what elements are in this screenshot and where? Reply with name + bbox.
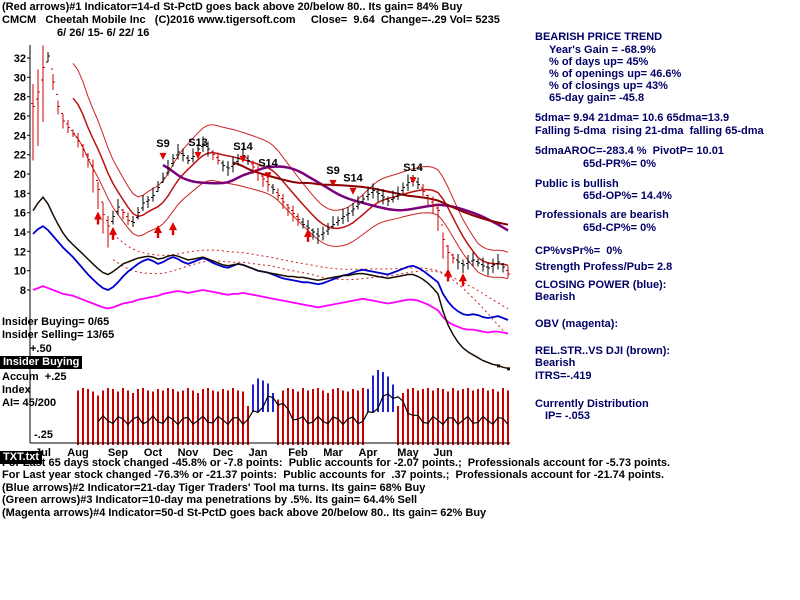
stat-line: 5dmaAROC=-283.4 % PivotP= 10.01 [535, 145, 724, 157]
svg-text:22: 22 [14, 150, 26, 162]
svg-text:Jan: Jan [249, 447, 268, 459]
stat-line: % of closings up= 43% [549, 80, 668, 92]
footer-line: For Last 65 days stock changed -45.8% or… [2, 457, 671, 469]
date-range: 6/ 26/ 15- 6/ 22/ 16 [57, 27, 150, 39]
svg-text:8: 8 [20, 285, 26, 297]
rel-strength-line [32, 195, 510, 371]
svg-text:Nov: Nov [178, 447, 200, 459]
insider-buying-count: Insider Buying= 0/65 [2, 316, 110, 328]
stat-line: CP%vsPr%= 0% [535, 245, 623, 257]
svg-text:12: 12 [14, 246, 26, 258]
indicator1-header: (Red arrows)#1 Indicator=14-d St-PctD go… [2, 1, 463, 13]
buy-arrow-icon [444, 268, 452, 282]
accum-histogram [77, 370, 509, 445]
ai-line [97, 393, 509, 426]
ticker-header: CMCM Cheetah Mobile Inc (C)2016 www.tige… [2, 14, 500, 26]
index-label: Index [2, 384, 31, 396]
sell-signal-label: S14 [343, 173, 363, 185]
stat-line: Falling 5-dma rising 21-dma falling 65-d… [535, 125, 764, 137]
sell-arrow-icon [264, 172, 272, 180]
buy-arrow-icon [459, 273, 467, 287]
svg-text:30: 30 [14, 72, 26, 84]
stat-line: 65d-OP%= 14.4% [583, 190, 672, 202]
insider-buying-label: Insider Buying [0, 356, 83, 369]
svg-text:Sep: Sep [108, 447, 128, 459]
footer-line: For Last year stock changed -76.3% or -2… [2, 469, 664, 482]
stat-line: % of days up= 45% [549, 56, 649, 68]
sell-signal-label: S9 [156, 138, 169, 150]
axes [29, 45, 510, 444]
insider-selling-count: Insider Selling= 13/65 [2, 329, 115, 341]
buy-arrow-icon [94, 211, 102, 225]
sell-signals: S9 S13 S14 S14 S9 S14 S14 [156, 137, 424, 195]
stat-line: ITRS=-.419 [535, 370, 592, 382]
sell-signal-label: S14 [403, 162, 423, 174]
stat-line: Bearish [535, 291, 576, 303]
sell-signal-label: S14 [258, 157, 278, 169]
stat-line: 5dma= 9.94 21dma= 10.6 65dma=13.9 [535, 112, 730, 124]
buy-arrow-icon [154, 225, 162, 238]
sell-arrow-icon [329, 180, 337, 187]
sell-signal-label: S14 [233, 141, 253, 153]
svg-text:Oct: Oct [144, 447, 163, 459]
svg-text:24: 24 [14, 130, 27, 142]
sell-arrow-icon [349, 187, 357, 195]
svg-text:10: 10 [14, 266, 26, 278]
stat-line: IP= -.053 [545, 410, 590, 422]
accum-plus-25: Accum +.25 [2, 371, 67, 383]
stat-line: 65d-PR%= 0% [583, 158, 657, 170]
stat-line: Bearish [535, 357, 576, 369]
svg-text:32: 32 [14, 53, 26, 65]
buy-arrow-icon [304, 228, 312, 242]
stat-line: 65d-CP%= 0% [583, 222, 657, 234]
obv-line [32, 285, 509, 335]
svg-text:28: 28 [14, 92, 26, 104]
price-bars [31, 45, 510, 278]
scale-minus-25: -.25 [34, 429, 53, 441]
ai-ratio: AI= 45/200 [2, 397, 57, 409]
svg-text:Aug: Aug [67, 447, 88, 459]
stat-line: Year's Gain = -68.9% [549, 44, 656, 56]
stat-line: BEARISH PRICE TREND [535, 31, 663, 43]
sell-arrow-icon [409, 177, 417, 185]
svg-text:26: 26 [14, 111, 26, 123]
sell-arrow-icon [194, 152, 202, 159]
sell-signal-label: S9 [326, 165, 339, 177]
svg-text:Dec: Dec [213, 447, 233, 459]
stat-line: % of openings up= 46.6% [549, 68, 682, 80]
svg-text:Jun: Jun [433, 447, 453, 459]
scale-plus-50: +.50 [30, 343, 52, 355]
sell-signal-label: S13 [188, 137, 208, 149]
txt-file-badge: TXT.txt [0, 451, 43, 464]
buy-arrows [94, 211, 467, 287]
footer-line: (Magenta arrows)#4 Indicator=50-d St-Pct… [2, 506, 487, 519]
footer-line: (Green arrows)#3 Indicator=10-day ma pen… [2, 494, 418, 507]
stat-line: Professionals are bearish [535, 209, 669, 221]
buy-arrow-icon [109, 226, 117, 240]
stat-line: REL.STR..VS DJI (brown): [535, 345, 671, 357]
stat-line: 65-day gain= -45.8 [549, 92, 645, 104]
stat-line: CLOSING POWER (blue): [535, 279, 667, 291]
stat-line: Strength Profess/Pub= 2.8 [535, 261, 673, 273]
buy-arrow-icon [169, 222, 177, 236]
sell-arrow-icon [159, 152, 167, 160]
x-axis-month-labels: Jul Aug Sep Oct Nov Dec Jan Feb Mar Apr May Jun [35, 447, 453, 459]
stat-line: Public is bullish [535, 178, 619, 190]
svg-text:Apr: Apr [359, 447, 379, 459]
indicator-band-lines [72, 63, 509, 337]
svg-text:May: May [397, 447, 419, 459]
footer-line: (Blue arrows)#2 Indicator=21-day Tiger T… [2, 481, 426, 494]
svg-text:Feb: Feb [288, 447, 308, 459]
svg-text:14: 14 [14, 227, 27, 239]
y-axis-labels: 32 30 28 26 24 22 20 18 16 14 12 10 8 [14, 53, 30, 297]
stat-line: OBV (magenta): [535, 318, 619, 330]
svg-text:18: 18 [14, 188, 26, 200]
stat-line: Currently Distribution [535, 398, 649, 410]
svg-text:20: 20 [14, 169, 26, 181]
svg-text:Mar: Mar [323, 447, 343, 459]
sell-arrow-icon [239, 155, 247, 163]
svg-text:16: 16 [14, 208, 26, 220]
